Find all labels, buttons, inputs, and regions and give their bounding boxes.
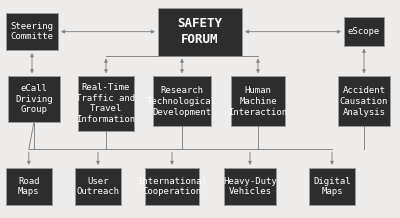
- FancyBboxPatch shape: [338, 76, 390, 126]
- Text: Human
Machine
Interaction: Human Machine Interaction: [228, 86, 288, 117]
- Text: Steering
Committe: Steering Committe: [10, 22, 54, 41]
- FancyBboxPatch shape: [6, 168, 52, 205]
- Text: Road
Maps: Road Maps: [18, 177, 40, 196]
- Text: User
Outreach: User Outreach: [76, 177, 120, 196]
- FancyBboxPatch shape: [75, 168, 121, 205]
- Text: Accident
Causation
Analysis: Accident Causation Analysis: [340, 86, 388, 117]
- FancyBboxPatch shape: [145, 168, 199, 205]
- FancyBboxPatch shape: [153, 76, 211, 126]
- FancyBboxPatch shape: [231, 76, 285, 126]
- FancyBboxPatch shape: [224, 168, 276, 205]
- FancyBboxPatch shape: [8, 76, 60, 122]
- FancyBboxPatch shape: [6, 13, 58, 50]
- FancyBboxPatch shape: [78, 76, 134, 131]
- Text: eCall
Driving
Group: eCall Driving Group: [15, 84, 53, 114]
- Text: eScope: eScope: [348, 27, 380, 36]
- Text: Real-Time
Traffic and
Travel
Information: Real-Time Traffic and Travel Information: [76, 83, 136, 124]
- FancyBboxPatch shape: [309, 168, 355, 205]
- Text: International
Cooperation: International Cooperation: [137, 177, 207, 196]
- Text: Digital
Maps: Digital Maps: [313, 177, 351, 196]
- Text: Heavy-Duty
Vehicles: Heavy-Duty Vehicles: [223, 177, 277, 196]
- Text: Research
Technological
Development: Research Technological Development: [147, 86, 217, 117]
- FancyBboxPatch shape: [344, 17, 384, 46]
- Text: SAFETY
FORUM: SAFETY FORUM: [178, 17, 222, 46]
- FancyBboxPatch shape: [158, 8, 242, 56]
